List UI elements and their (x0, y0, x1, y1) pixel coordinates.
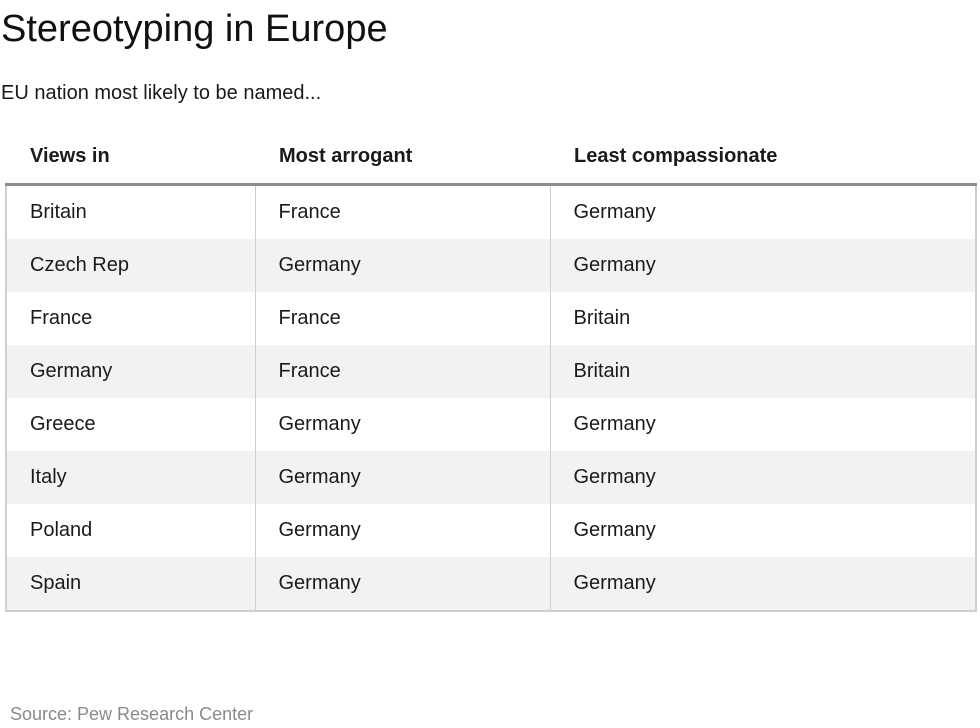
cell-most-arrogant: Germany (254, 398, 551, 451)
column-header-views-in: Views in (6, 130, 255, 186)
table-row: Germany France Britain (5, 345, 977, 398)
cell-most-arrogant: Germany (254, 239, 551, 292)
cell-most-arrogant: Germany (254, 451, 551, 504)
table-row: Greece Germany Germany (5, 398, 977, 451)
table-row: Italy Germany Germany (5, 451, 977, 504)
table-row: Poland Germany Germany (5, 504, 977, 557)
column-header-least-compassionate: Least compassionate (550, 130, 976, 186)
chart-subtitle: EU nation most likely to be named... (1, 82, 322, 104)
cell-least-compassionate: Germany (549, 557, 977, 612)
cell-least-compassionate: Britain (549, 345, 977, 398)
cell-most-arrogant: France (254, 184, 551, 239)
source-note: Source: Pew Research Center (10, 704, 254, 724)
table-body: Britain France Germany Czech Rep Germany… (5, 184, 977, 612)
data-table-container: Views in Most arrogant Least compassiona… (5, 130, 977, 612)
cell-views-in: Italy (5, 451, 256, 504)
cell-views-in: Spain (5, 557, 256, 612)
cell-least-compassionate: Germany (549, 398, 977, 451)
table-row: France France Britain (5, 292, 977, 345)
table-row: Britain France Germany (5, 184, 977, 239)
cell-least-compassionate: Britain (549, 292, 977, 345)
cell-views-in: Germany (5, 345, 256, 398)
cell-views-in: France (5, 292, 256, 345)
cell-views-in: Czech Rep (5, 239, 256, 292)
column-header-most-arrogant: Most arrogant (255, 130, 550, 186)
cell-most-arrogant: Germany (254, 557, 551, 612)
cell-views-in: Britain (5, 184, 256, 239)
chart-title: Stereotyping in Europe (1, 8, 388, 50)
header-row: Views in Most arrogant Least compassiona… (6, 130, 976, 186)
cell-least-compassionate: Germany (549, 184, 977, 239)
table-header: Views in Most arrogant Least compassiona… (6, 130, 976, 186)
cell-most-arrogant: France (254, 292, 551, 345)
cell-least-compassionate: Germany (549, 504, 977, 557)
cell-most-arrogant: Germany (254, 504, 551, 557)
table-row: Spain Germany Germany (5, 557, 977, 612)
cell-most-arrogant: France (254, 345, 551, 398)
cell-least-compassionate: Germany (549, 451, 977, 504)
data-table: Views in Most arrogant Least compassiona… (5, 130, 977, 612)
cell-least-compassionate: Germany (549, 239, 977, 292)
cell-views-in: Greece (5, 398, 256, 451)
cell-views-in: Poland (5, 504, 256, 557)
table-row: Czech Rep Germany Germany (5, 239, 977, 292)
